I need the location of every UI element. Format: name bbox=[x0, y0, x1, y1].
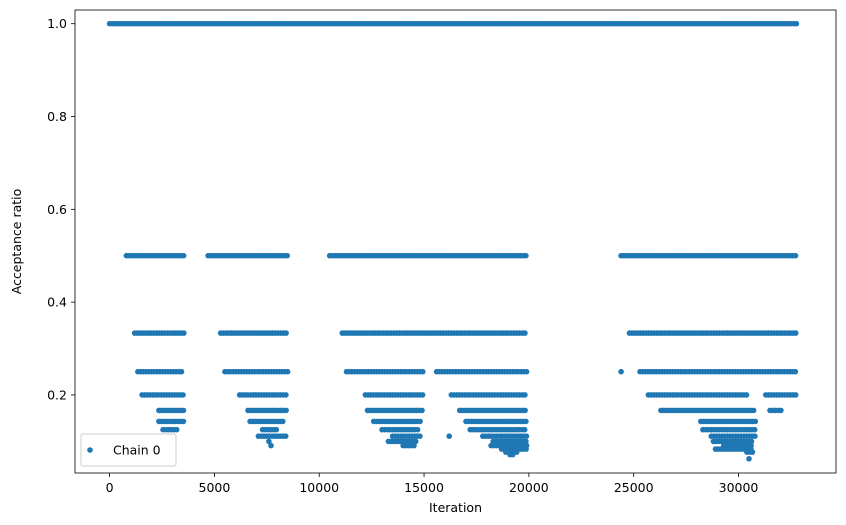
data-point bbox=[521, 426, 528, 433]
data-point bbox=[523, 418, 529, 425]
data-point bbox=[523, 252, 529, 259]
data-point bbox=[792, 330, 799, 336]
data-point bbox=[412, 438, 419, 445]
data-point bbox=[746, 456, 752, 462]
data-point bbox=[751, 426, 758, 433]
y-axis-ticks: 0.2 0.4 0.6 0.8 1.0 bbox=[47, 16, 75, 402]
x-tick-label: 10000 bbox=[299, 480, 339, 495]
data-point bbox=[523, 446, 529, 452]
x-axis-label: Iteration bbox=[429, 500, 482, 515]
data-point bbox=[283, 330, 289, 336]
data-point bbox=[509, 451, 516, 458]
legend-label-chain-0: Chain 0 bbox=[113, 443, 161, 458]
data-point bbox=[273, 426, 280, 433]
y-tick-label: 0.6 bbox=[47, 202, 67, 217]
x-tick-label: 30000 bbox=[719, 480, 759, 495]
y-axis-label: Acceptance ratio bbox=[9, 189, 24, 295]
x-tick-label: 25000 bbox=[614, 480, 654, 495]
data-point bbox=[180, 252, 187, 259]
data-point bbox=[523, 438, 529, 445]
data-point bbox=[522, 330, 528, 336]
data-point bbox=[748, 438, 755, 445]
data-point bbox=[522, 407, 528, 414]
data-point bbox=[417, 418, 423, 425]
data-point bbox=[266, 438, 272, 445]
data-point bbox=[178, 368, 185, 375]
data-point bbox=[792, 252, 799, 259]
data-point bbox=[446, 433, 453, 440]
plot-frame bbox=[74, 9, 837, 474]
legend[interactable]: Chain 0 bbox=[80, 433, 177, 467]
data-point bbox=[752, 433, 758, 440]
x-axis-ticks: 0 5000 10000 15000 20000 25000 30000 bbox=[106, 473, 759, 495]
data-point bbox=[180, 392, 186, 398]
data-point bbox=[180, 407, 187, 414]
data-point bbox=[752, 418, 759, 425]
data-point bbox=[417, 433, 423, 440]
data-point bbox=[280, 418, 286, 425]
data-point bbox=[749, 449, 756, 455]
data-point bbox=[523, 433, 530, 440]
y-tick-label: 1.0 bbox=[47, 16, 67, 31]
data-point bbox=[778, 407, 784, 414]
data-point bbox=[173, 426, 180, 433]
data-point bbox=[181, 330, 187, 336]
y-tick-label: 0.4 bbox=[47, 295, 67, 310]
legend-box bbox=[80, 433, 177, 467]
data-point bbox=[283, 407, 289, 414]
data-point bbox=[523, 368, 530, 375]
data-point bbox=[750, 407, 757, 414]
data-point bbox=[513, 449, 520, 455]
data-points bbox=[106, 20, 800, 462]
y-tick-label: 0.8 bbox=[47, 109, 67, 124]
data-point bbox=[420, 368, 426, 375]
data-point bbox=[792, 392, 799, 398]
data-point bbox=[793, 20, 800, 27]
data-point bbox=[792, 368, 799, 375]
x-tick-label: 20000 bbox=[509, 480, 549, 495]
data-point bbox=[284, 252, 291, 259]
x-tick-label: 0 bbox=[106, 480, 114, 495]
data-point bbox=[411, 442, 417, 449]
data-point bbox=[180, 418, 187, 425]
data-point bbox=[284, 368, 291, 375]
data-point bbox=[268, 442, 274, 449]
data-point bbox=[283, 392, 289, 398]
data-point bbox=[743, 392, 750, 398]
data-point bbox=[282, 433, 289, 440]
data-point bbox=[419, 407, 425, 414]
x-tick-label: 15000 bbox=[404, 480, 444, 495]
data-point bbox=[618, 368, 624, 375]
data-point bbox=[414, 426, 421, 433]
legend-marker bbox=[87, 447, 93, 453]
data-point bbox=[522, 392, 528, 398]
y-tick-label: 0.2 bbox=[47, 387, 67, 402]
data-point bbox=[419, 392, 426, 398]
x-tick-label: 5000 bbox=[199, 480, 231, 495]
